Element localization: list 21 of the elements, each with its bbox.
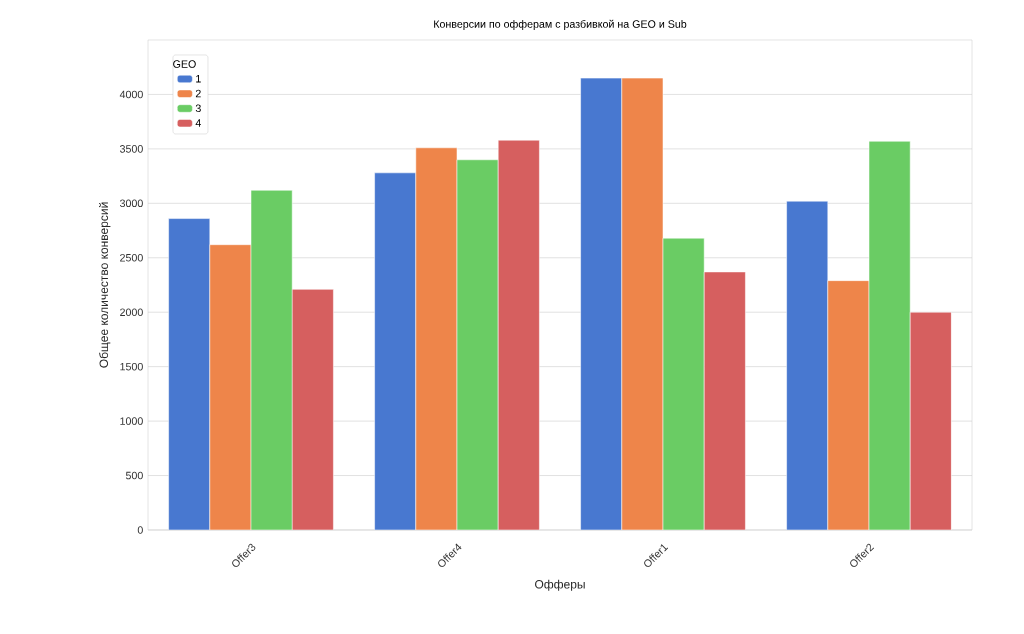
- y-tick-label: 3500: [119, 145, 143, 153]
- y-tick-label: 500: [125, 471, 143, 480]
- bar: [909, 311, 952, 530]
- y-tick-label: 3000: [119, 199, 143, 208]
- y-tick-label: 1000: [120, 417, 143, 425]
- y-tick-label: 0: [137, 526, 143, 534]
- bar: [703, 271, 746, 530]
- legend-label: 4: [195, 119, 201, 127]
- y-tick-label: 1500: [120, 362, 143, 371]
- legend-label: 2: [195, 89, 201, 98]
- y-tick-label: 2000: [120, 308, 143, 316]
- legend-label: 1: [196, 75, 201, 83]
- bar: [497, 139, 540, 530]
- bar: [291, 289, 334, 530]
- legend-title: GEO: [173, 60, 196, 68]
- chart-title: Конверсии по офферам с разбивкой на GEO и Sub: [434, 19, 687, 30]
- legend-label: 3: [195, 104, 201, 113]
- x-axis-title: Офферы: [535, 579, 585, 591]
- y-axis-title: Общее количество конверсий: [99, 202, 111, 368]
- y-tick-label: 4000: [119, 90, 143, 99]
- y-tick-label: 2500: [120, 253, 143, 262]
